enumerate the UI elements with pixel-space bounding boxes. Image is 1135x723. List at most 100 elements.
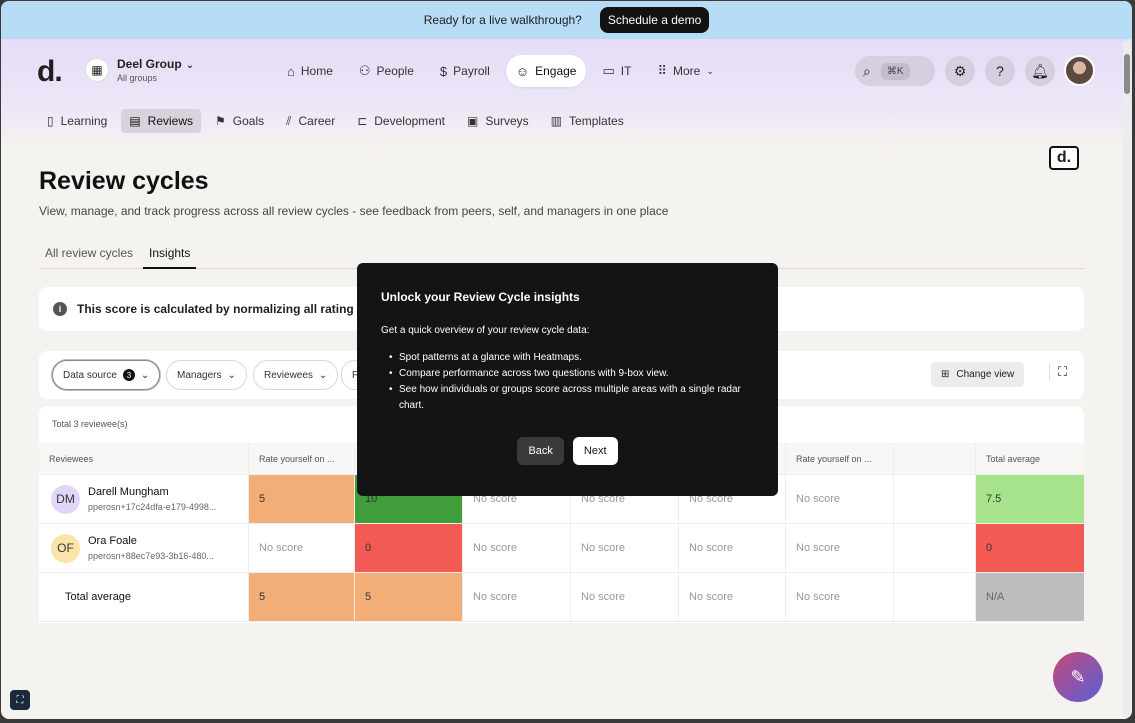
- org-switcher[interactable]: ▦ Deel Group ⌄ All groups: [85, 57, 194, 83]
- building-icon: ▦: [85, 58, 109, 82]
- score-cell: [894, 573, 976, 621]
- column-header[interactable]: Total average: [986, 453, 1041, 464]
- reviewee-id: pperosn+88ec7e93-3b16-480...: [88, 551, 214, 561]
- total-average-cell: 0: [976, 524, 1084, 572]
- settings-button[interactable]: ⚙: [945, 56, 975, 86]
- page-title: Review cycles: [39, 167, 209, 195]
- sub-nav: ▯ Learning ▤ Reviews ⚑ Goals ⫽ Career ⊏ Devel…: [39, 109, 632, 133]
- score-cell: 5: [355, 573, 463, 621]
- column-header[interactable]: [894, 443, 976, 474]
- modal-bullets: Spot patterns at a glance with Heatmaps.…: [381, 350, 754, 414]
- chat-icon: ▤: [129, 114, 141, 128]
- score-cell: No score: [571, 573, 679, 621]
- column-header[interactable]: Rate yourself on ...: [249, 443, 355, 474]
- table-row[interactable]: OF Ora Foale pperosn+88ec7e93-3b16-480..…: [39, 524, 1084, 573]
- total-average-cell: 7.5: [976, 475, 1084, 523]
- reviewee-id: pperosn+17c24dfa-e179-4998...: [88, 502, 217, 512]
- subnav-career[interactable]: ⫽ Career: [286, 113, 336, 129]
- banner-text: Ready for a live walkthrough?: [423, 13, 582, 27]
- tab-insights[interactable]: Insights: [143, 241, 197, 269]
- subnav-development[interactable]: ⊏ Development: [357, 114, 445, 128]
- laptop-icon: ▭: [602, 63, 615, 78]
- search-shortcut: ⌘K: [880, 62, 910, 80]
- chat-assistant-button[interactable]: ✎: [1053, 652, 1103, 702]
- insights-onboarding-modal: Unlock your Review Cycle insights Get a …: [357, 263, 778, 496]
- total-reviewees: Total 3 reviewee(s): [52, 419, 128, 429]
- top-nav: ⌂ Home ⚇ People $ Payroll ☺ Engage ▭ IT ⠿ More…: [277, 55, 724, 87]
- chevron-down-icon: ⌄: [140, 369, 150, 381]
- score-cell: No score: [463, 524, 571, 572]
- subnav-templates[interactable]: ▥ Templates: [550, 114, 624, 128]
- score-cell: 5: [249, 573, 355, 621]
- total-average-label: Total average: [65, 591, 132, 603]
- nav-people[interactable]: ⚇ People: [358, 63, 414, 78]
- chart-icon: ⫽: [286, 113, 292, 128]
- reviewee-cell: OF Ora Foale pperosn+88ec7e93-3b16-480..…: [39, 524, 249, 572]
- next-button[interactable]: Next: [572, 437, 618, 465]
- scroll-thumb[interactable]: [1124, 54, 1130, 94]
- column-header[interactable]: [679, 443, 786, 474]
- help-button[interactable]: ?: [985, 56, 1015, 86]
- templates-icon: ▥: [550, 114, 563, 128]
- list-item: Spot patterns at a glance with Heatmaps.: [389, 350, 754, 366]
- schedule-demo-button[interactable]: Schedule a demo: [599, 7, 710, 33]
- modal-intro: Get a quick overview of your review cycl…: [381, 325, 590, 336]
- nav-engage[interactable]: ☺ Engage: [505, 55, 587, 87]
- user-avatar[interactable]: [1064, 55, 1095, 86]
- subnav-goals[interactable]: ⚑ Goals: [215, 114, 265, 128]
- chevron-down-icon: ⌄: [185, 60, 195, 71]
- page-scrollbar[interactable]: [1123, 41, 1131, 717]
- chevron-down-icon: ⌄: [706, 65, 714, 76]
- score-cell: No score: [571, 524, 679, 572]
- score-cell: No score: [786, 524, 894, 572]
- org-subtitle: All groups: [117, 73, 158, 83]
- bell-icon: 🔔︎: [1031, 62, 1049, 79]
- change-view-button[interactable]: ⊞ Change view: [931, 362, 1025, 387]
- subnav-learning[interactable]: ▯ Learning: [47, 114, 108, 128]
- column-header[interactable]: Reviewees: [39, 443, 249, 474]
- screenshot-button[interactable]: ⛶: [10, 690, 30, 710]
- demo-banner: Ready for a live walkthrough? Schedule a…: [1, 1, 1132, 39]
- subnav-reviews[interactable]: ▤ Reviews: [121, 109, 202, 133]
- search-button[interactable]: ⌕ ⌘K: [855, 56, 935, 86]
- reviewees-filter[interactable]: Reviewees ⌄: [253, 360, 339, 390]
- score-cell: No score: [786, 573, 894, 621]
- back-button[interactable]: Back: [517, 437, 564, 465]
- deel-logo[interactable]: d.: [37, 55, 63, 88]
- score-cell: 5: [249, 475, 355, 523]
- tab-all-review-cycles[interactable]: All review cycles: [45, 246, 134, 260]
- subnav-surveys[interactable]: ▣ Surveys: [466, 114, 529, 128]
- nav-more[interactable]: ⠿ More ⌄: [657, 63, 714, 78]
- score-cell: 0: [355, 524, 463, 572]
- grid-icon: ⠿: [657, 63, 667, 78]
- chat-sparkle-icon: ✎: [1070, 666, 1086, 687]
- column-header[interactable]: Rate yourself on ...: [786, 443, 894, 474]
- reviewee-name: Darell Mungham: [88, 486, 169, 498]
- total-average-label-cell: Total average: [39, 573, 249, 621]
- score-cell: [894, 475, 976, 523]
- book-icon: ▯: [47, 114, 54, 128]
- score-cell: No score: [463, 475, 571, 523]
- notifications-button[interactable]: 🔔︎: [1025, 56, 1055, 86]
- modal-actions: Back Next: [357, 437, 778, 465]
- data-source-filter[interactable]: Data source 3 ⌄: [52, 360, 161, 390]
- chevron-down-icon: ⌄: [227, 369, 236, 381]
- clipboard-icon: ▣: [466, 114, 479, 128]
- score-cell: No score: [679, 475, 786, 523]
- header: d. ▦ Deel Group ⌄ All groups ⌂ Home ⚇ Peopl…: [1, 39, 1132, 151]
- flag-icon: ⚑: [215, 114, 226, 128]
- nav-it[interactable]: ▭ IT: [602, 63, 632, 78]
- list-item: Compare performance across two questions…: [389, 366, 754, 382]
- fullscreen-button[interactable]: ⛶: [1049, 364, 1067, 380]
- reviewee-name: Ora Foale: [88, 535, 137, 547]
- table-row[interactable]: DM Darell Mungham pperosn+17c24dfa-e179-…: [39, 475, 1084, 524]
- nav-payroll[interactable]: $ Payroll: [439, 63, 490, 79]
- avatar: OF: [51, 533, 80, 563]
- search-icon: ⌕: [863, 62, 871, 79]
- nav-home[interactable]: ⌂ Home: [287, 63, 333, 79]
- help-icon: ?: [996, 63, 1004, 79]
- chevron-down-icon: ⌄: [318, 369, 328, 381]
- score-cell: No score: [679, 573, 786, 621]
- managers-filter[interactable]: Managers ⌄: [166, 360, 247, 390]
